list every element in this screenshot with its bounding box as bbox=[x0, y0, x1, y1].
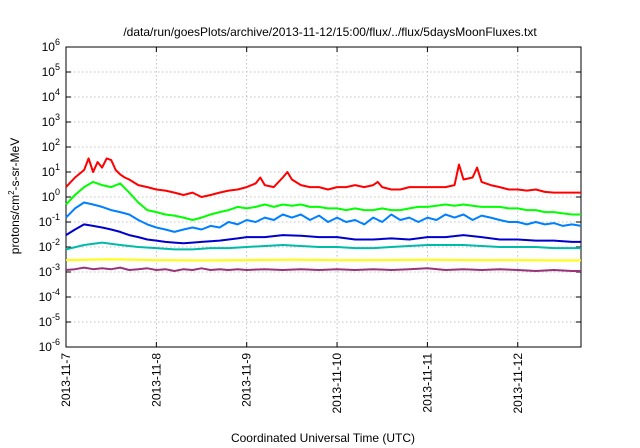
y-tick-label: 10-3 bbox=[39, 262, 60, 279]
y-tick-label: 10-1 bbox=[39, 212, 60, 229]
series-line-2 bbox=[65, 180, 581, 221]
x-tick-label: 2013-11-8 bbox=[149, 353, 163, 407]
y-tick-label: 103 bbox=[42, 112, 60, 129]
chart-title: /data/run/goesPlots/archive/2013-11-12/1… bbox=[123, 25, 537, 39]
y-tick-label: 100 bbox=[42, 187, 60, 204]
y-tick-label: 10-5 bbox=[39, 312, 60, 329]
y-axis-label: protons/cm2-s-sr-MeV bbox=[7, 138, 22, 254]
y-tick-label: 101 bbox=[42, 162, 60, 179]
x-tick-label: 2013-11-11 bbox=[420, 353, 434, 413]
y-tick-label: 10-6 bbox=[39, 337, 60, 354]
x-tick-label: 2013-11-10 bbox=[330, 353, 344, 414]
series-line-4 bbox=[65, 223, 581, 245]
y-tick-label: 102 bbox=[42, 137, 60, 154]
x-tick-label: 2013-11-9 bbox=[240, 353, 254, 407]
y-tick-label: 10-2 bbox=[39, 237, 60, 254]
y-tick-label: 10-4 bbox=[39, 287, 60, 304]
y-axis-ticks: 10-6 10-5 10-4 10-3 10-2 10-1 100 101 102 103 104 1… bbox=[39, 37, 581, 354]
series-line-6 bbox=[65, 258, 581, 262]
x-axis-ticks: 2013-11-7 2013-11-8 2013-11-9 2013-11-10 201… bbox=[59, 47, 525, 414]
grid-lines bbox=[66, 47, 581, 347]
x-tick-label: 2013-11-7 bbox=[59, 353, 73, 407]
x-tick-label: 2013-11-12 bbox=[511, 353, 525, 414]
x-axis-label: Coordinated Universal Time (UTC) bbox=[231, 431, 415, 445]
series-line-3 bbox=[65, 201, 582, 233]
y-tick-label: 106 bbox=[42, 37, 60, 54]
y-tick-label: 104 bbox=[42, 87, 60, 104]
y-tick-label: 105 bbox=[42, 62, 60, 79]
series-line-5 bbox=[65, 241, 581, 251]
series-line-7 bbox=[65, 266, 581, 272]
series-line-1 bbox=[65, 157, 581, 198]
series-group bbox=[65, 157, 582, 272]
